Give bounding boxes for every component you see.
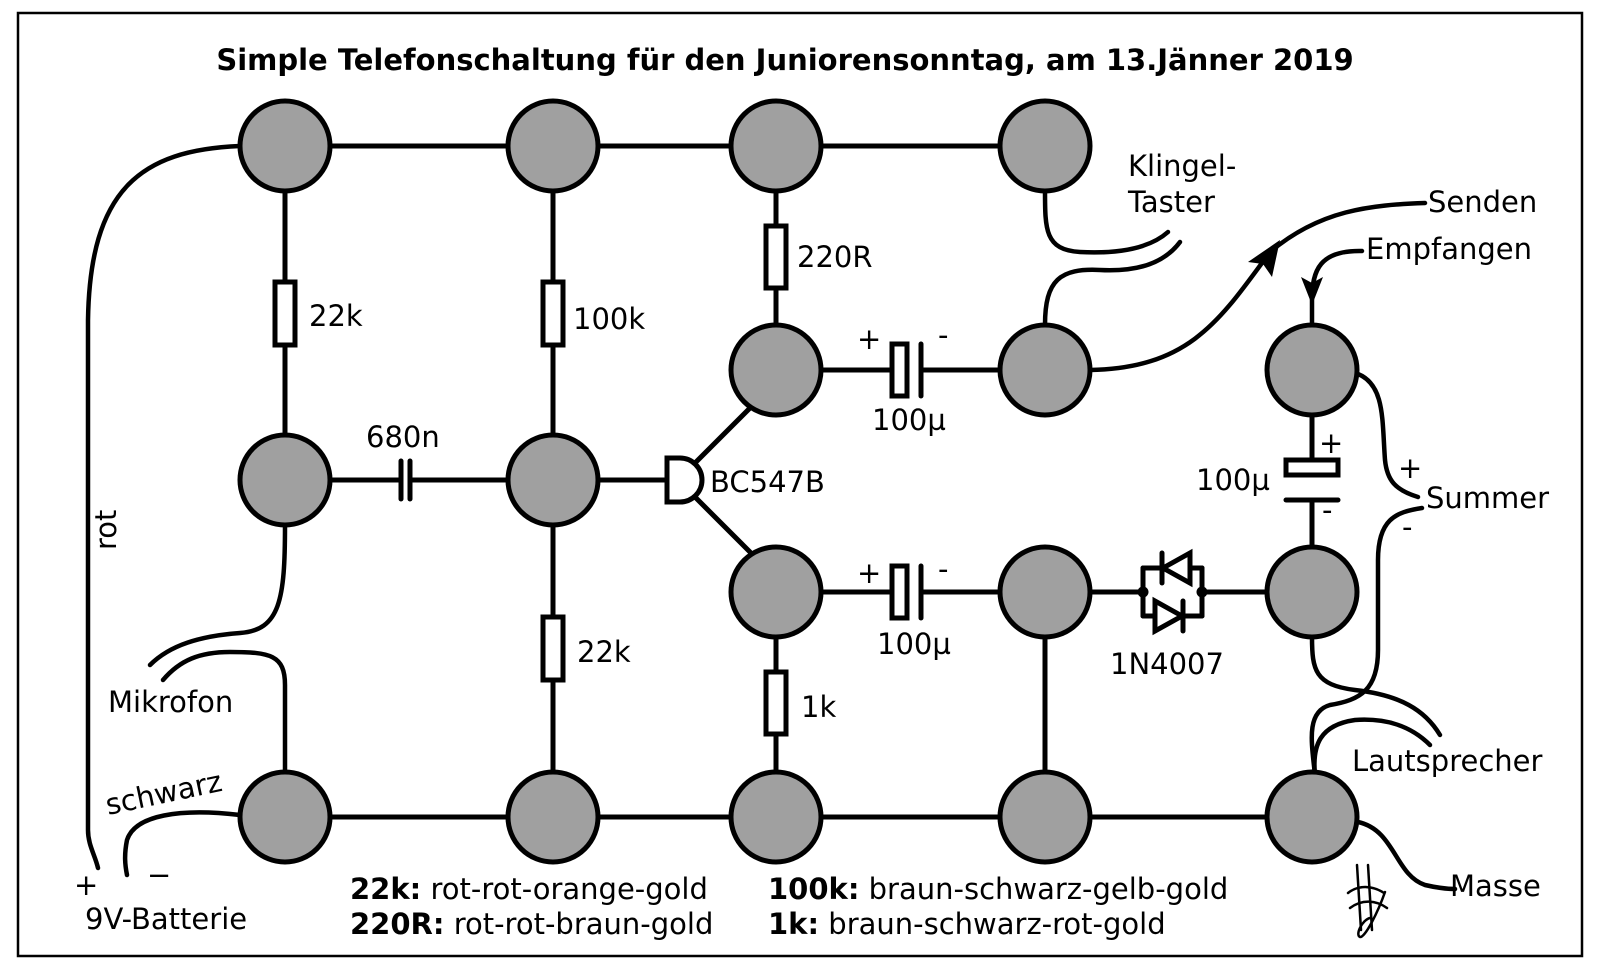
resistors [272, 223, 789, 737]
pad-r2c4 [997, 322, 1093, 418]
label-empfangen: Empfangen [1366, 232, 1532, 266]
label-masse: Masse [1450, 869, 1541, 903]
label-r1: 22k [309, 299, 363, 333]
pad-r5c3 [728, 769, 824, 865]
lead-summer-minus [1309, 505, 1425, 778]
pad-r2c3 [728, 322, 824, 418]
pad-r5c1 [237, 769, 333, 865]
c3-plus: + [857, 556, 881, 590]
resistor-r5 [763, 669, 789, 737]
pad-r2c5 [1264, 322, 1360, 418]
capacitor-c4 [1283, 457, 1341, 503]
pad-r5c5 [1264, 769, 1360, 865]
c3-minus: - [938, 552, 948, 586]
label-klingel-1: Klingel- [1128, 149, 1236, 183]
pad-r4c4 [997, 544, 1093, 640]
pad-r1c1 [237, 98, 333, 194]
label-lautsprecher: Lautsprecher [1352, 744, 1542, 778]
arrow-senden-icon [1248, 240, 1280, 277]
arrow-empfangen-icon [1301, 277, 1323, 305]
legend-row-4: 1k: braun-schwarz-rot-gold [768, 907, 1166, 941]
lead-senden-end [1267, 200, 1428, 255]
label-mikrofon: Mikrofon [108, 685, 233, 719]
external-leads [85, 143, 1458, 892]
lead-battery-plus [85, 143, 243, 871]
c4-minus: - [1322, 493, 1332, 527]
pad-r5c4 [997, 769, 1093, 865]
label-r2: 100k [573, 302, 645, 336]
pad-r4c3 [728, 544, 824, 640]
pad-r3c1 [237, 432, 333, 528]
lead-battery-minus [122, 810, 243, 878]
signature-icon [1346, 863, 1389, 939]
c4-plus: + [1319, 426, 1343, 460]
summer-plus: + [1398, 451, 1422, 485]
label-r5: 1k [801, 690, 836, 724]
pad-r4c5 [1264, 544, 1360, 640]
lead-summer-plus [1355, 371, 1421, 500]
c2-plus: + [857, 322, 881, 356]
label-c3: 100µ [877, 627, 951, 661]
wire-emitter [690, 492, 753, 555]
lead-klingel-bottom [1042, 239, 1183, 328]
capacitor-c3 [889, 563, 924, 621]
pad-r3c2 [505, 432, 601, 528]
label-c2: 100µ [872, 403, 946, 437]
resistor-r3 [763, 223, 789, 291]
label-r3: 220R [797, 240, 873, 274]
polarity-marks: + - + - + - + - + − [74, 318, 1422, 902]
label-diode: 1N4007 [1110, 647, 1224, 681]
pad-r1c4 [997, 98, 1093, 194]
wire-collector [690, 405, 753, 468]
label-c4: 100µ [1196, 463, 1270, 497]
component-labels: 22k 100k 220R 22k 1k 680n 100µ 100µ 100µ… [309, 240, 1270, 724]
legend-row-2: 220R: rot-rot-braun-gold [350, 907, 713, 941]
c2-minus: - [938, 318, 948, 352]
legend-row-3: 100k: braun-schwarz-gelb-gold [768, 872, 1228, 906]
pad-r1c2 [505, 98, 601, 194]
label-senden: Senden [1428, 185, 1537, 219]
diagram-frame [16, 11, 1584, 958]
label-klingel-2: Taster [1127, 185, 1215, 219]
resistor-r1 [272, 279, 298, 348]
lead-empfangen [1309, 248, 1365, 328]
resistor-r2 [540, 279, 566, 348]
lead-lautsprecher-top [1309, 634, 1443, 738]
battery-plus: + [74, 868, 98, 902]
label-c1: 680n [366, 420, 440, 454]
lead-senden [1087, 249, 1273, 373]
label-rot: rot [89, 510, 123, 550]
label-r4: 22k [577, 635, 631, 669]
label-summer: Summer [1426, 481, 1549, 515]
lead-mikrofon-top [147, 522, 288, 668]
diode-icon [1137, 548, 1208, 636]
capacitor-c2 [889, 341, 924, 399]
label-batterie: 9V-Batterie [85, 902, 247, 936]
lead-masse [1355, 819, 1458, 892]
lead-lautsprecher-bottom [1312, 717, 1433, 778]
resistor-r4 [540, 614, 566, 683]
color-code-legend: 22k: rot-rot-orange-gold 220R: rot-rot-b… [350, 872, 1228, 941]
battery-minus: − [147, 858, 171, 892]
legend-row-1: 22k: rot-rot-orange-gold [350, 872, 708, 906]
lead-mikrofon-bottom [160, 649, 288, 778]
transistor-icon [664, 455, 705, 505]
pad-r5c2 [505, 769, 601, 865]
pad-r1c3 [728, 98, 824, 194]
lead-klingel-top [1042, 187, 1171, 255]
summer-minus: - [1402, 510, 1412, 544]
label-transistor: BC547B [710, 465, 825, 499]
diagram-title: Simple Telefonschaltung für den Junioren… [216, 43, 1353, 77]
capacitor-680n [398, 458, 413, 502]
solder-pads [237, 98, 1360, 865]
